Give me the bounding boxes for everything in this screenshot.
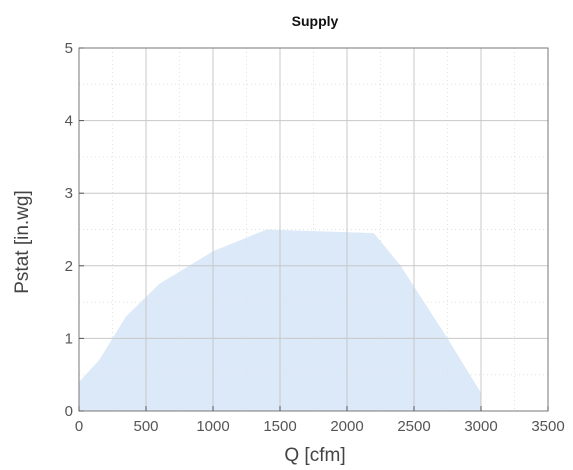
- y-tick-label: 3: [65, 185, 73, 202]
- x-tick-label: 2500: [397, 418, 430, 435]
- y-tick-label: 1: [65, 330, 73, 347]
- chart-title: Supply: [292, 13, 339, 29]
- x-tick-label: 3500: [531, 418, 564, 435]
- y-tick-label: 0: [65, 403, 73, 420]
- x-tick-label: 1000: [196, 418, 229, 435]
- plot-area: [78, 47, 549, 412]
- y-tick-label: 5: [65, 40, 73, 57]
- plot-frame: [78, 47, 549, 412]
- y-tick-label: 2: [65, 258, 73, 275]
- x-axis: 0 500 1000 1500 2000 2500 3000 3500: [75, 406, 565, 435]
- x-tick-label: 3000: [464, 418, 497, 435]
- y-axis: 0 1 2 3 4 5: [65, 40, 84, 420]
- x-tick-label: 1500: [263, 418, 296, 435]
- x-tick-label: 0: [75, 418, 83, 435]
- y-tick-label: 4: [65, 113, 73, 130]
- x-tick-label: 2000: [330, 418, 363, 435]
- x-tick-label: 500: [133, 418, 158, 435]
- x-axis-label: Q [cfm]: [284, 445, 345, 466]
- y-axis-label: Pstat [in.wg]: [12, 190, 33, 294]
